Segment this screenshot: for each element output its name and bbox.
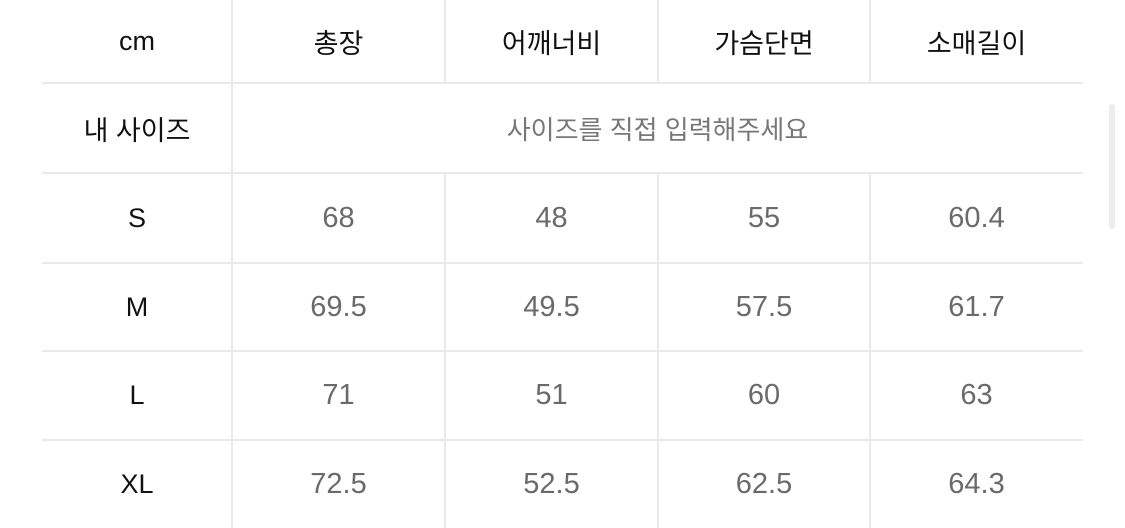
size-value: 48 (535, 201, 568, 234)
row-divider (42, 350, 1083, 352)
size-label: L (129, 380, 145, 410)
column-divider (444, 173, 446, 528)
row-divider (42, 262, 1083, 264)
size-value: 49.5 (523, 290, 580, 323)
size-value: 71 (322, 379, 355, 411)
my-size-input[interactable]: 사이즈를 직접 입력해주세요 (506, 114, 809, 145)
column-divider (231, 173, 233, 528)
column-divider (231, 83, 233, 173)
size-value: 60 (747, 379, 781, 411)
size-label: M (125, 291, 149, 322)
size-value: 72.5 (310, 467, 367, 500)
size-value: 68 (322, 201, 355, 234)
column-divider (444, 0, 446, 83)
size-label: S (127, 202, 146, 233)
column-divider (657, 173, 659, 528)
column-header: 총장 (313, 29, 364, 59)
column-divider (869, 173, 871, 528)
size-value: 60.4 (948, 201, 1005, 234)
column-header: 가슴단면 (714, 29, 814, 59)
size-value: 57.5 (735, 290, 793, 323)
size-value: 63 (960, 379, 993, 411)
size-value: 61.7 (948, 290, 1005, 323)
column-header: 소매길이 (926, 29, 1027, 59)
scrollbar[interactable] (1109, 104, 1115, 229)
size-value: 69.5 (310, 290, 367, 323)
size-value: 51 (535, 379, 568, 411)
column-header: 어깨너비 (501, 29, 602, 59)
size-value: 52.5 (523, 467, 580, 500)
size-value: 62.5 (735, 467, 793, 500)
column-divider (231, 0, 233, 83)
unit-label: cm (119, 26, 155, 56)
size-value: 55 (747, 201, 781, 234)
size-value: 64.3 (948, 467, 1005, 500)
row-divider (42, 172, 1083, 174)
size-label: XL (120, 468, 154, 499)
column-divider (869, 0, 871, 83)
my-size-label: 내 사이즈 (83, 115, 191, 146)
row-divider (42, 82, 1083, 84)
column-divider (657, 0, 659, 83)
row-divider (42, 439, 1083, 441)
